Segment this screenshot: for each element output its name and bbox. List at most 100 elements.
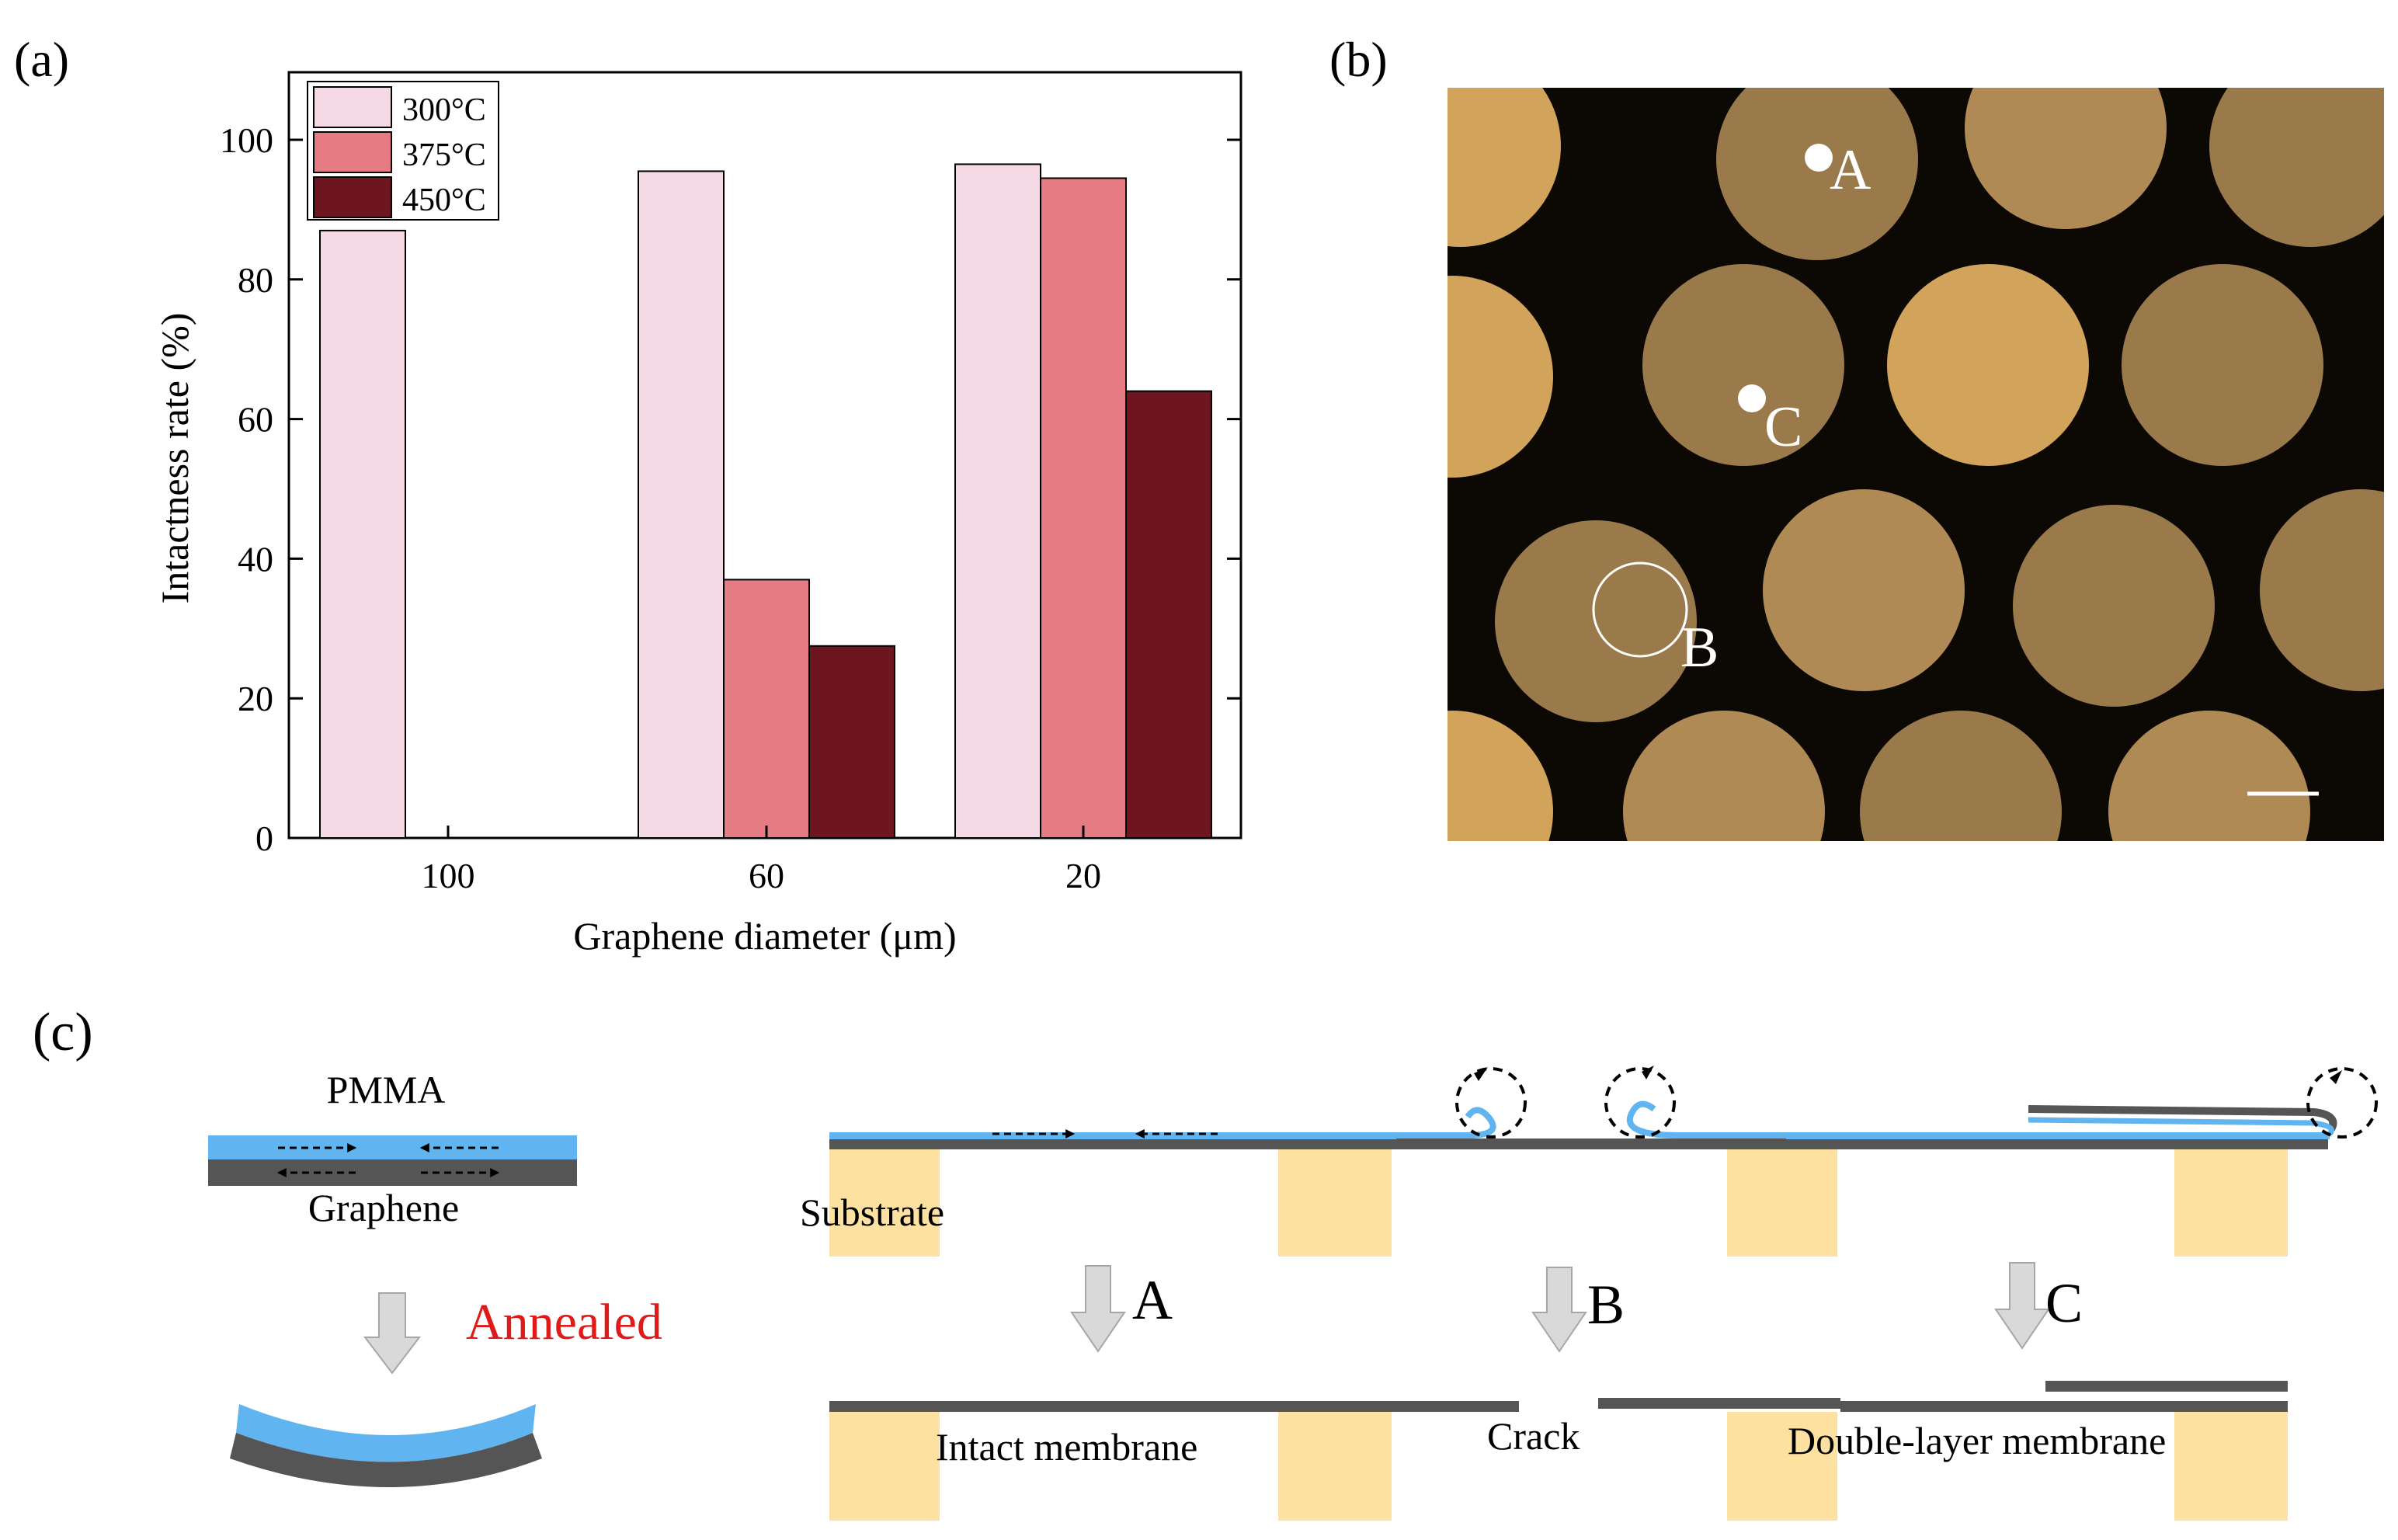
bar-300-20 bbox=[954, 163, 1041, 839]
micrograph-hole bbox=[1642, 264, 1844, 466]
micrograph-hole bbox=[1447, 88, 1561, 247]
rotation-arrow-icon bbox=[1455, 1067, 1527, 1138]
bar-chart: 0 20 40 60 80 100 100 60 20 Intactness rate (%)… bbox=[153, 71, 1242, 958]
down-arrow-icon bbox=[1994, 1262, 2050, 1350]
graphene-layer bbox=[208, 1159, 577, 1186]
micrograph-hole bbox=[1860, 711, 2062, 841]
bar-300-100 bbox=[319, 229, 406, 839]
marker-a-label: A bbox=[1830, 138, 1871, 202]
pmma-film-top bbox=[829, 1132, 1396, 1139]
cracked-membrane bbox=[1598, 1398, 1840, 1409]
substrate-block bbox=[2174, 1412, 2288, 1521]
micrograph-hole bbox=[2260, 489, 2384, 691]
legend: 300°C 375°C 450°C bbox=[307, 81, 499, 221]
micrograph-hole bbox=[2013, 505, 2215, 707]
micrograph-hole bbox=[1887, 264, 2089, 466]
micrograph-hole bbox=[1447, 711, 1553, 841]
rotation-arrowhead bbox=[1642, 1065, 1654, 1079]
step-a-label: A bbox=[1132, 1269, 1173, 1331]
panel-c-label: (c) bbox=[33, 1003, 93, 1062]
marker-c-label: C bbox=[1764, 395, 1802, 459]
intact-membrane-label: Intact membrane bbox=[936, 1425, 1197, 1469]
panel-c: (c) PMMA Graphene Annealed bbox=[33, 1003, 2378, 1521]
crack-label: Crack bbox=[1487, 1414, 1580, 1458]
panel-a-label: (a) bbox=[14, 32, 69, 87]
substrate-block bbox=[1727, 1148, 1837, 1257]
intact-membrane bbox=[829, 1401, 1519, 1412]
double-layer-top bbox=[2045, 1381, 2288, 1392]
substrate-block bbox=[1278, 1412, 1392, 1521]
step-c-label: C bbox=[2045, 1272, 2083, 1334]
pmma-curl-left bbox=[1626, 1100, 1786, 1138]
substrate-label: Substrate bbox=[800, 1191, 944, 1234]
legend-swatch-450 bbox=[313, 176, 392, 218]
y-axis-label: Intactness rate (%) bbox=[153, 313, 196, 604]
down-arrow-icon bbox=[1070, 1265, 1126, 1353]
double-layer-label: Double-layer membrane bbox=[1788, 1419, 2166, 1462]
marker-b-circle bbox=[1592, 561, 1688, 658]
legend-label-375: 375°C bbox=[402, 137, 486, 173]
curved-pmma bbox=[236, 1404, 536, 1462]
x-axis-label: Graphene diameter (μm) bbox=[573, 914, 956, 958]
y-tick-label: 60 bbox=[238, 400, 273, 440]
legend-swatch-375 bbox=[313, 131, 392, 173]
pmma-film-middle bbox=[1786, 1132, 2330, 1139]
curved-graphene bbox=[230, 1433, 542, 1487]
marker-b-label: B bbox=[1680, 616, 1719, 680]
down-arrow-icon bbox=[1531, 1267, 1587, 1353]
rotation-arrow-icon bbox=[1604, 1067, 1676, 1138]
x-tick-label: 20 bbox=[1065, 856, 1101, 895]
micrograph-hole bbox=[2108, 711, 2310, 841]
micrograph-hole bbox=[1716, 88, 1918, 260]
y-tick-label: 0 bbox=[255, 819, 273, 858]
micrograph-hole bbox=[1763, 489, 1965, 691]
graphene-membrane-top bbox=[829, 1138, 2328, 1149]
annealed-label: Annealed bbox=[466, 1294, 662, 1351]
y-tick-label: 40 bbox=[238, 539, 273, 579]
pmma-curl-right bbox=[1396, 1107, 1496, 1138]
bars-group bbox=[319, 163, 1212, 840]
graphene-label: Graphene bbox=[308, 1186, 459, 1229]
bar-375-60 bbox=[723, 579, 810, 839]
bar-450-60 bbox=[808, 645, 895, 840]
substrate-block bbox=[1278, 1148, 1392, 1257]
marker-c-dot bbox=[1738, 384, 1766, 412]
micrograph-hole bbox=[1447, 276, 1553, 478]
legend-swatch-300 bbox=[313, 86, 392, 128]
substrate-block bbox=[2174, 1148, 2288, 1257]
x-tick-label: 100 bbox=[422, 856, 475, 895]
legend-label-450: 450°C bbox=[402, 183, 486, 218]
bar-450-20 bbox=[1125, 390, 1212, 839]
bar-375-20 bbox=[1040, 177, 1127, 839]
substrate-block bbox=[829, 1412, 940, 1521]
legend-label-300: 300°C bbox=[402, 92, 486, 128]
micrograph-hole bbox=[1965, 88, 2167, 229]
panel-b-label: (b) bbox=[1329, 32, 1388, 87]
rotation-arrow-icon bbox=[2306, 1067, 2378, 1138]
y-tick-label: 20 bbox=[238, 679, 273, 718]
pmma-label: PMMA bbox=[327, 1068, 446, 1111]
y-axis-ticks: 0 20 40 60 80 100 bbox=[220, 120, 1241, 858]
down-arrow-icon bbox=[363, 1292, 422, 1375]
micrograph-holes bbox=[1447, 88, 2384, 841]
x-tick-label: 60 bbox=[749, 856, 784, 895]
rotation-arrowhead bbox=[2330, 1070, 2342, 1084]
micrograph-hole bbox=[2209, 88, 2384, 247]
panel-b: (b) A C B bbox=[1329, 32, 2384, 841]
substrate-block bbox=[829, 1148, 940, 1257]
x-axis-ticks: 100 60 20 bbox=[422, 826, 1101, 895]
y-tick-label: 80 bbox=[238, 260, 273, 300]
marker-a-dot bbox=[1805, 144, 1833, 172]
rotation-arrowhead bbox=[1474, 1067, 1488, 1081]
membrane-segment bbox=[1840, 1401, 2288, 1412]
micrograph-hole bbox=[1623, 711, 1825, 841]
step-b-label: B bbox=[1587, 1274, 1625, 1336]
pmma-layer bbox=[208, 1135, 577, 1159]
micrograph-hole bbox=[2122, 264, 2323, 466]
y-tick-label: 100 bbox=[220, 120, 273, 160]
substrate-block bbox=[1727, 1412, 1837, 1521]
bar-300-60 bbox=[638, 170, 725, 839]
folded-pmma bbox=[2028, 1117, 2334, 1136]
panel-a: (a) 0 20 40 60 80 100 100 60 20 Intactness rate… bbox=[14, 32, 1242, 958]
